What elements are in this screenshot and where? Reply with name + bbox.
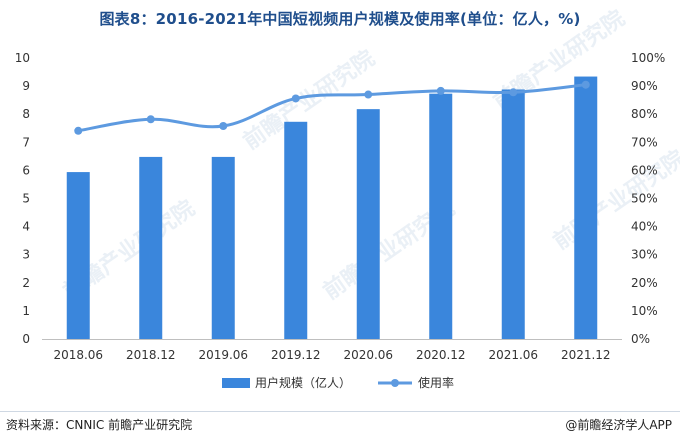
- right-axis: 0% 10% 20% 30% 40% 50% 60% 70% 80% 90% 100%: [631, 51, 665, 346]
- watermark: 前瞻产业研究院: [549, 145, 680, 255]
- x-tick-label: 2018.06: [53, 348, 103, 362]
- left-tick-label: 8: [22, 107, 30, 121]
- x-tick-label: 2018.12: [126, 348, 176, 362]
- left-tick-label: 7: [22, 135, 30, 149]
- bar: [211, 156, 235, 339]
- left-tick-label: 6: [22, 163, 30, 177]
- legend-line-marker: [391, 379, 399, 387]
- line-point: [581, 80, 590, 89]
- line-point: [291, 94, 300, 103]
- x-tick-label: 2020.12: [416, 348, 466, 362]
- x-tick-label: 2020.06: [343, 348, 393, 362]
- line-point: [509, 88, 518, 97]
- legend-bar-label: 用户规模（亿人）: [255, 375, 351, 390]
- right-tick-label: 30%: [631, 248, 658, 262]
- left-tick-label: 0: [22, 332, 30, 346]
- right-tick-label: 80%: [631, 107, 658, 121]
- left-tick-label: 2: [22, 276, 30, 290]
- left-axis: 0 1 2 3 4 5 6 7 8 9 10: [15, 51, 30, 346]
- right-tick-label: 60%: [631, 163, 658, 177]
- chart-title: 图表8：2016-2021年中国短视频用户规模及使用率(单位：亿人，%): [99, 10, 581, 28]
- left-tick-label: 10: [15, 51, 30, 65]
- right-tick-label: 0%: [631, 332, 650, 346]
- brand-credit: @前瞻经济学人APP: [565, 418, 672, 432]
- bar: [501, 89, 525, 339]
- legend-bar-swatch: [222, 378, 250, 388]
- usage-rate-line: [78, 83, 586, 133]
- bar: [284, 121, 308, 339]
- line-series: [74, 80, 590, 135]
- line-point: [146, 115, 155, 124]
- line-point: [74, 126, 83, 135]
- right-tick-label: 20%: [631, 276, 658, 290]
- bar: [66, 172, 90, 339]
- left-tick-label: 3: [22, 248, 30, 262]
- right-tick-label: 10%: [631, 304, 658, 318]
- left-tick-label: 1: [22, 304, 30, 318]
- source-note: 资料来源：CNNIC 前瞻产业研究院: [6, 418, 193, 432]
- bar: [139, 156, 163, 339]
- left-tick-label: 9: [22, 79, 30, 93]
- left-tick-label: 4: [22, 220, 30, 234]
- bar: [574, 76, 598, 340]
- right-tick-label: 50%: [631, 192, 658, 206]
- right-tick-label: 100%: [631, 51, 665, 65]
- right-tick-label: 70%: [631, 135, 658, 149]
- x-tick-label: 2019.06: [198, 348, 248, 362]
- legend-line-label: 使用率: [418, 375, 454, 390]
- x-tick-label: 2021.12: [561, 348, 611, 362]
- right-tick-label: 90%: [631, 79, 658, 93]
- bar: [356, 109, 380, 339]
- legend: 用户规模（亿人） 使用率: [222, 375, 454, 390]
- bar-series: [66, 76, 598, 340]
- bar: [429, 93, 453, 339]
- footer-divider: [0, 411, 680, 412]
- right-tick-label: 40%: [631, 220, 658, 234]
- line-point: [219, 122, 228, 131]
- left-tick-label: 5: [22, 192, 30, 206]
- x-axis: 2018.06 2018.12 2019.06 2019.12 2020.06 2020.…: [53, 348, 610, 362]
- line-point: [364, 90, 373, 99]
- x-tick-label: 2021.06: [488, 348, 538, 362]
- x-tick-label: 2019.12: [271, 348, 321, 362]
- line-point: [436, 86, 445, 95]
